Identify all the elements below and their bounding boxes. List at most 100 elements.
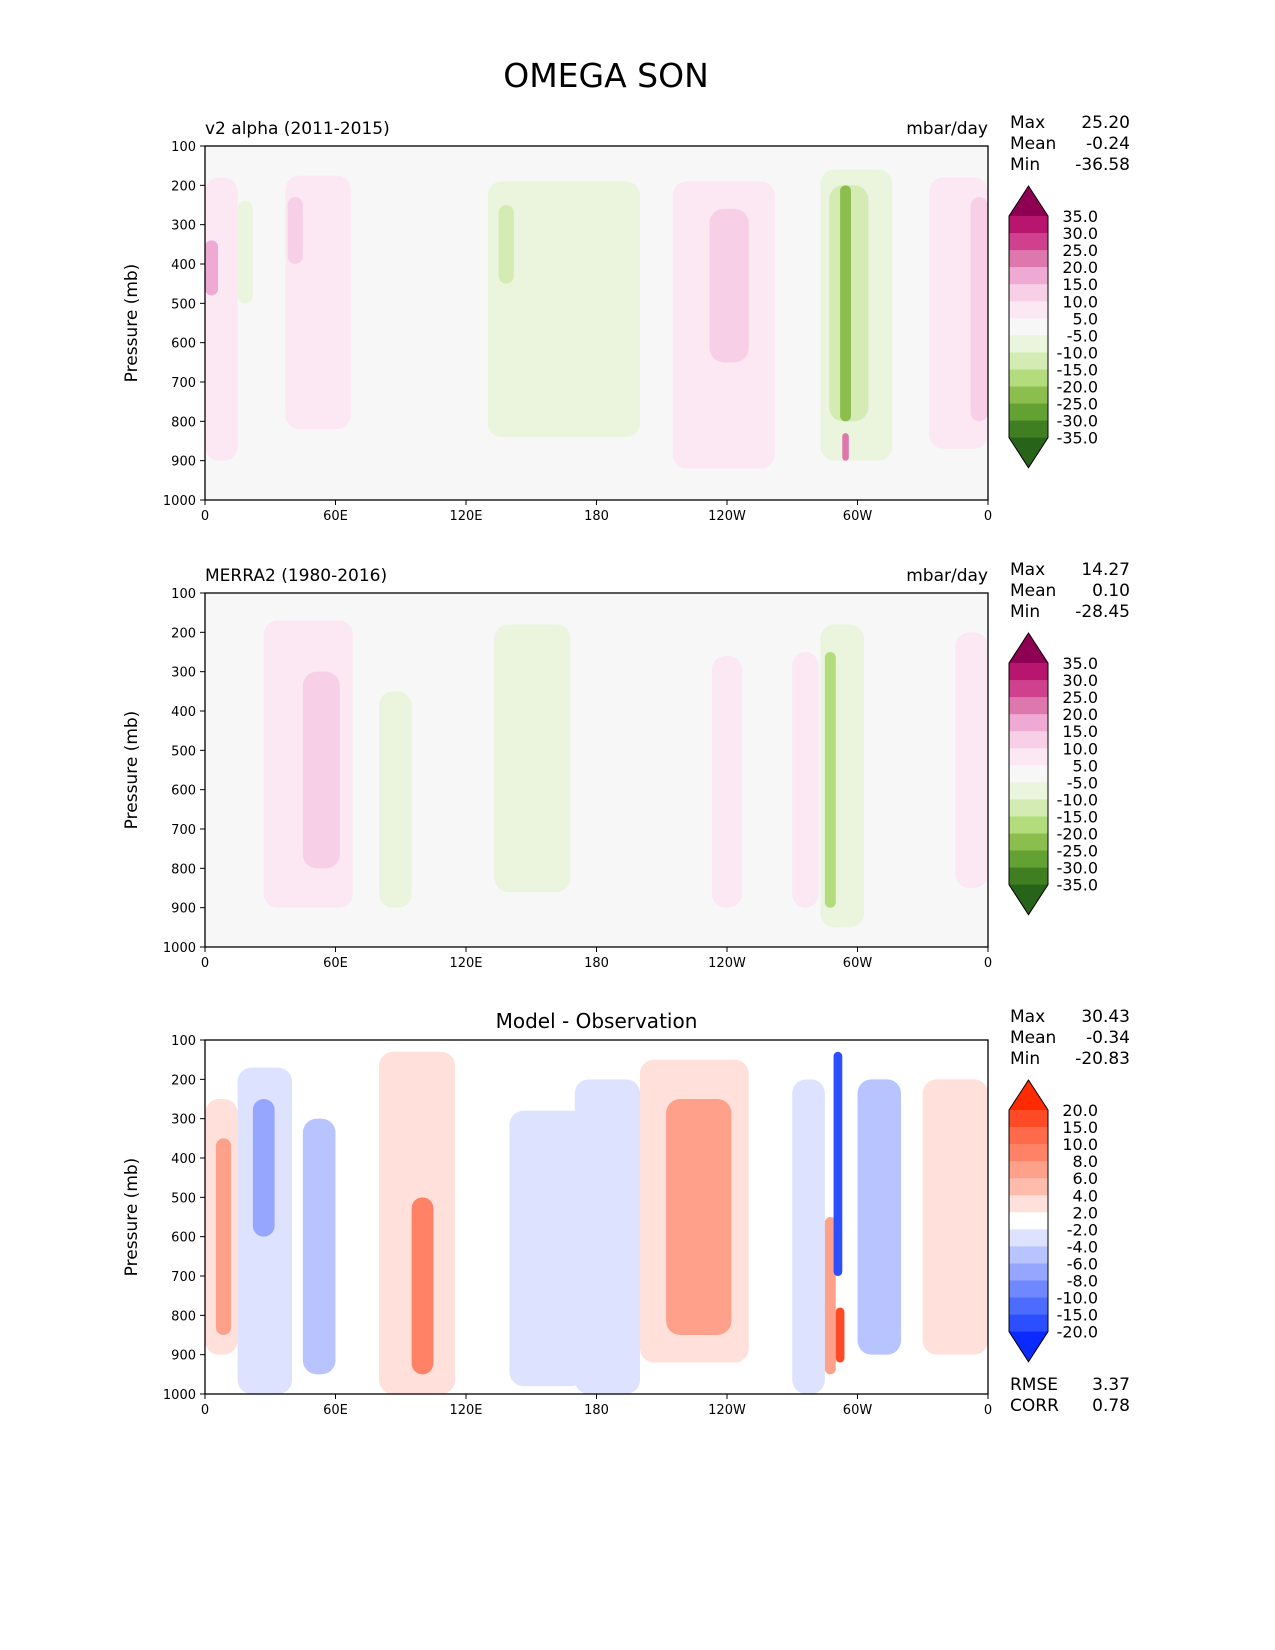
colorbar-label: -4.0 <box>1067 1237 1098 1256</box>
y-tick-label: 500 <box>171 297 196 312</box>
colorbar-label: 15.0 <box>1062 275 1098 294</box>
stat-label: Max <box>1010 113 1045 133</box>
colorbar-label: 20.0 <box>1062 258 1098 277</box>
colorbar-label: -6.0 <box>1067 1254 1098 1273</box>
colorbar-label: 10.0 <box>1062 292 1098 311</box>
colorbar-label: -25.0 <box>1057 842 1098 861</box>
x-tick-label: 120E <box>449 956 482 971</box>
colorbar-label: 30.0 <box>1062 671 1098 690</box>
stat-value: -0.34 <box>1086 1028 1130 1048</box>
contour-region <box>840 185 851 422</box>
y-tick-label: 400 <box>171 705 196 720</box>
contour-region <box>302 1118 336 1375</box>
colorbar-label: 20.0 <box>1062 705 1098 724</box>
stat-label: Mean <box>1010 1028 1056 1048</box>
x-tick-label: 120W <box>708 509 746 524</box>
colorbar-extension-bottom <box>1009 437 1048 468</box>
y-tick-label: 500 <box>171 1191 196 1206</box>
y-tick-label: 200 <box>171 1073 196 1088</box>
stat-label: RMSE <box>1010 1375 1058 1395</box>
stat-label: CORR <box>1010 1396 1059 1416</box>
stat-value: 3.37 <box>1092 1375 1130 1395</box>
colorbar-label: 25.0 <box>1062 241 1098 260</box>
x-tick-label: 120W <box>708 956 746 971</box>
colorbar-label: -10.0 <box>1057 343 1098 362</box>
contour-region <box>411 1197 434 1375</box>
colorbar-label: -10.0 <box>1057 1289 1098 1308</box>
contour-region <box>487 181 640 438</box>
stat-value: 30.43 <box>1081 1007 1130 1027</box>
x-tick-label: 0 <box>984 1403 992 1418</box>
colorbar-bin <box>1009 680 1048 698</box>
y-tick-label: 200 <box>171 179 196 194</box>
y-tick-label: 300 <box>171 666 196 681</box>
stat-label: Min <box>1010 602 1040 622</box>
contour-region <box>835 1307 845 1363</box>
stat-label: Max <box>1010 560 1045 580</box>
colorbar-extension-top <box>1009 1080 1048 1110</box>
colorbar-label: 30.0 <box>1062 224 1098 243</box>
y-tick-label: 400 <box>171 258 196 273</box>
colorbar-bin <box>1009 799 1048 817</box>
contour-region <box>922 1079 988 1355</box>
x-tick-label: 60W <box>843 956 873 971</box>
colorbar-label: -15.0 <box>1057 360 1098 379</box>
colorbar-outline <box>1008 185 1049 469</box>
colorbar-bin <box>1009 1110 1048 1128</box>
contour-region <box>955 632 988 888</box>
x-tick-label: 120E <box>449 509 482 524</box>
colorbar-bin <box>1009 1127 1048 1145</box>
x-tick-label: 0 <box>984 956 992 971</box>
stat-value: -0.24 <box>1086 134 1130 154</box>
x-tick-label: 0 <box>201 509 209 524</box>
colorbar-bin <box>1009 1195 1048 1213</box>
colorbar-label: 5.0 <box>1073 756 1098 775</box>
colorbar-bin <box>1009 867 1048 886</box>
y-tick-label: 400 <box>171 1152 196 1167</box>
colorbar-label: -35.0 <box>1057 429 1098 448</box>
figure-title: OMEGA SON <box>503 56 709 95</box>
contour-region <box>205 240 219 296</box>
colorbar-extension-top <box>1009 186 1048 216</box>
colorbar-label: 10.0 <box>1062 1135 1098 1154</box>
colorbar-label: 6.0 <box>1073 1169 1098 1188</box>
colorbar-bin <box>1009 765 1048 783</box>
colorbar-bin <box>1009 1246 1048 1264</box>
colorbar-bin <box>1009 318 1048 336</box>
y-tick-label: 1000 <box>163 494 196 509</box>
y-tick-label: 800 <box>171 415 196 430</box>
contour-region <box>711 655 743 908</box>
x-tick-label: 0 <box>201 956 209 971</box>
contour-region <box>302 671 340 869</box>
colorbar-bin <box>1009 1178 1048 1196</box>
x-tick-label: 60E <box>323 1403 348 1418</box>
contour-region <box>824 652 836 908</box>
colorbar-bin <box>1009 1314 1048 1333</box>
colorbar-bin <box>1009 1297 1048 1316</box>
colorbar-bin <box>1009 1280 1048 1299</box>
colorbar-bin <box>1009 284 1048 302</box>
colorbar-extension-bottom <box>1009 884 1048 915</box>
y-tick-label: 100 <box>171 140 196 155</box>
colorbar-bin <box>1009 714 1048 732</box>
x-tick-label: 120E <box>449 1403 482 1418</box>
contour-region <box>287 197 303 264</box>
colorbar-bin <box>1009 1229 1048 1247</box>
contour-region <box>379 691 412 908</box>
stat-label: Min <box>1010 155 1040 175</box>
y-tick-label: 900 <box>171 455 196 470</box>
y-tick-label: 700 <box>171 1270 196 1285</box>
colorbar-bin <box>1009 386 1048 405</box>
panel-center-title: Model - Observation <box>496 1009 698 1033</box>
panel-left-title: v2 alpha (2011-2015) <box>205 119 390 139</box>
y-tick-label: 600 <box>171 337 196 352</box>
x-tick-label: 180 <box>584 1403 609 1418</box>
colorbar-label: 5.0 <box>1073 309 1098 328</box>
colorbar-bin <box>1009 1263 1048 1281</box>
contour-region <box>857 1079 901 1355</box>
stat-value: -28.45 <box>1075 602 1130 622</box>
stat-value: 0.78 <box>1092 1396 1130 1416</box>
colorbar-label: -25.0 <box>1057 395 1098 414</box>
colorbar-bin <box>1009 663 1048 681</box>
stat-value: -20.83 <box>1075 1049 1130 1069</box>
